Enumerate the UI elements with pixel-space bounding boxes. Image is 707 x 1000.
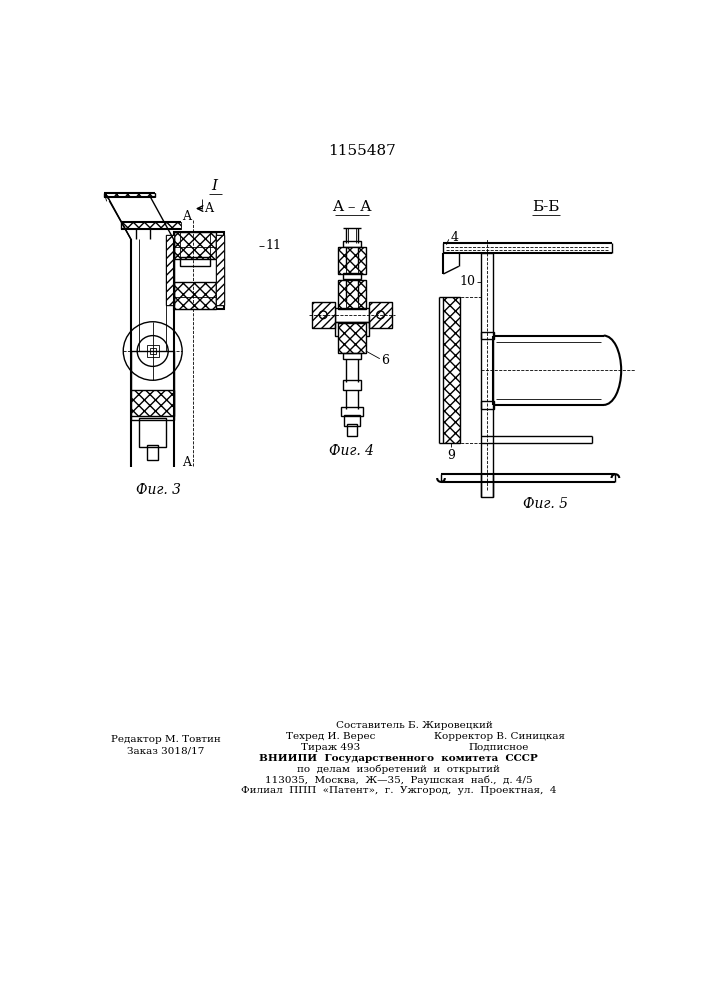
Bar xyxy=(338,280,366,309)
Bar xyxy=(343,380,361,389)
Bar xyxy=(174,232,216,259)
Bar xyxy=(146,345,159,357)
Text: A – A: A – A xyxy=(332,200,372,214)
Bar xyxy=(343,273,361,279)
Bar xyxy=(481,253,493,497)
Bar xyxy=(335,308,369,322)
Text: I: I xyxy=(211,179,218,193)
Bar xyxy=(338,323,366,353)
Bar xyxy=(347,424,356,436)
Bar xyxy=(312,302,335,328)
Bar xyxy=(150,348,156,354)
Bar xyxy=(338,247,366,274)
Bar xyxy=(131,351,174,420)
Bar xyxy=(341,407,363,416)
Bar xyxy=(338,247,366,274)
Bar xyxy=(174,282,216,309)
Bar xyxy=(338,323,366,353)
Bar xyxy=(174,232,224,309)
Bar xyxy=(216,235,224,305)
Bar xyxy=(174,282,216,309)
Text: A: A xyxy=(204,202,213,215)
Text: 11: 11 xyxy=(265,239,281,252)
Text: Заказ 3018/17: Заказ 3018/17 xyxy=(127,746,204,755)
Bar xyxy=(166,235,174,305)
Text: Фиг. 5: Фиг. 5 xyxy=(523,497,568,511)
Text: 9: 9 xyxy=(447,449,455,462)
Text: 113035,  Москва,  Ж—35,  Раушская  наб.,  д. 4/5: 113035, Москва, Ж—35, Раушская наб., д. … xyxy=(264,775,532,785)
Text: по  делам  изобретений  и  открытий: по делам изобретений и открытий xyxy=(297,764,500,774)
Bar xyxy=(369,302,392,328)
Bar xyxy=(443,297,460,443)
Bar xyxy=(180,257,210,266)
Text: Редактор М. Товтин: Редактор М. Товтин xyxy=(111,735,221,744)
Text: Техред И. Верес: Техред И. Верес xyxy=(286,732,375,741)
Bar xyxy=(335,322,369,336)
Text: A: A xyxy=(182,456,191,469)
Text: Подписное: Подписное xyxy=(469,743,530,752)
Text: 6: 6 xyxy=(381,354,390,367)
Bar xyxy=(216,235,224,305)
Text: Филиал  ППП  «Патент»,  г.  Ужгород,  ул.  Проектная,  4: Филиал ППП «Патент», г. Ужгород, ул. Про… xyxy=(240,786,556,795)
Bar xyxy=(481,401,494,409)
Text: 1155487: 1155487 xyxy=(328,144,396,158)
Text: Фиг. 3: Фиг. 3 xyxy=(136,483,180,497)
Text: Составитель Б. Жировецкий: Составитель Б. Жировецкий xyxy=(336,721,492,730)
Bar xyxy=(343,353,361,359)
Text: 10: 10 xyxy=(460,275,476,288)
Bar xyxy=(344,415,360,426)
Bar xyxy=(166,235,174,305)
Bar xyxy=(180,232,210,259)
Text: Фиг. 4: Фиг. 4 xyxy=(329,444,375,458)
Bar xyxy=(443,297,460,443)
Bar xyxy=(343,241,361,247)
Text: Тираж 493: Тираж 493 xyxy=(301,743,361,752)
Bar xyxy=(146,445,158,460)
Text: Б-Б: Б-Б xyxy=(532,200,559,214)
Bar xyxy=(139,418,166,447)
Bar xyxy=(131,389,174,416)
Bar xyxy=(104,193,155,197)
Text: A: A xyxy=(182,210,191,223)
Text: ВНИИПИ  Государственного  комитета  СССР: ВНИИПИ Государственного комитета СССР xyxy=(259,754,538,763)
Bar xyxy=(312,302,335,328)
Bar xyxy=(481,332,494,339)
Bar xyxy=(369,302,392,328)
Text: Корректор В. Синицкая: Корректор В. Синицкая xyxy=(433,732,565,741)
Bar xyxy=(121,222,182,229)
Bar xyxy=(131,389,174,416)
Text: 4: 4 xyxy=(450,231,458,244)
Bar xyxy=(174,232,216,259)
Bar xyxy=(338,280,366,309)
